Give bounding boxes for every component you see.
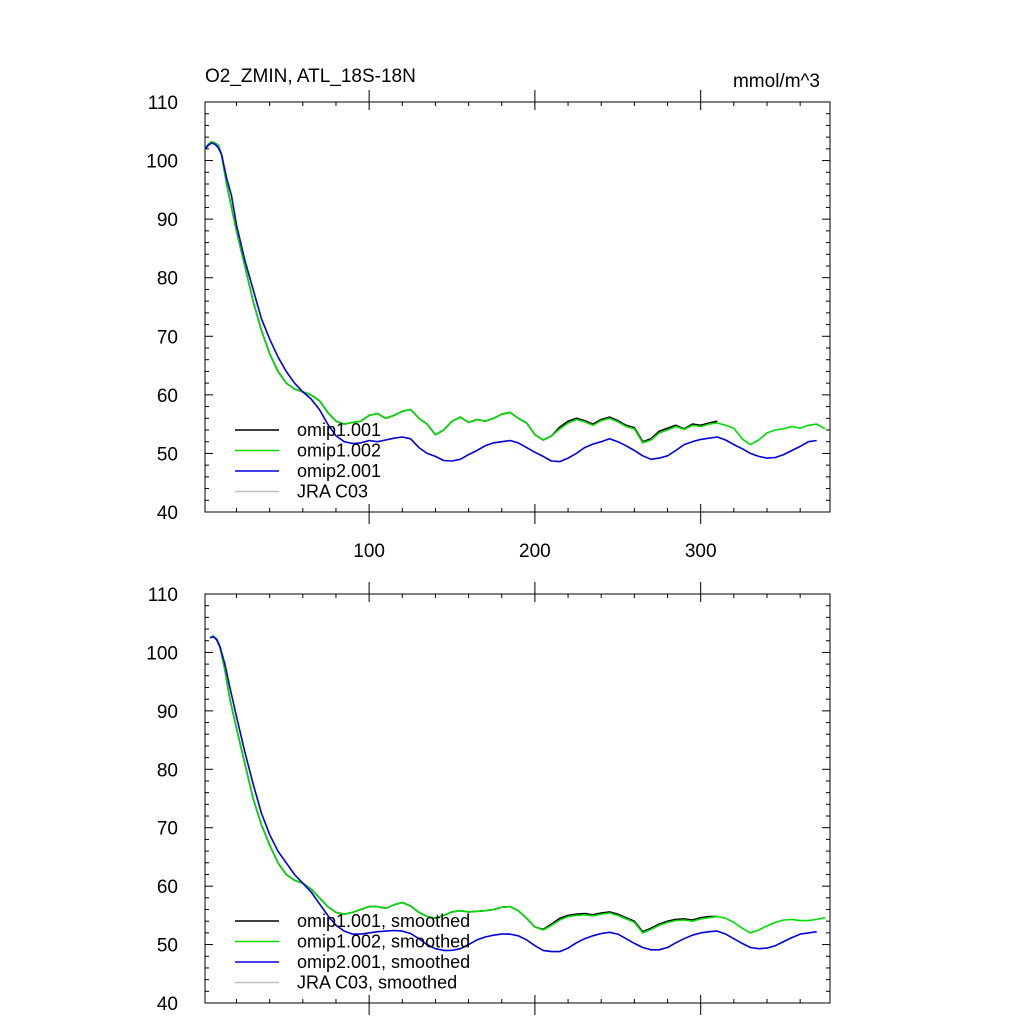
legend-label: omip2.001 — [297, 461, 381, 481]
units-label: mmol/m^3 — [733, 71, 820, 92]
y-tick-label: 100 — [146, 643, 178, 664]
x-tick-label: 100 — [353, 541, 385, 562]
series-line-2 — [204, 141, 826, 446]
plot-frame — [204, 101, 831, 513]
chart-title: O2_ZMIN, ATL_18S-18N — [205, 66, 416, 87]
y-tick-label: 90 — [157, 210, 178, 231]
series-line-1 — [204, 141, 718, 443]
series-line-2 — [209, 635, 826, 934]
y-tick-label: 50 — [157, 444, 178, 465]
series-line-3 — [204, 142, 817, 463]
y-tick-label: 60 — [157, 877, 178, 898]
legend-label: JRA C03 — [297, 482, 368, 502]
y-tick-label: 110 — [148, 93, 178, 114]
y-tick-label: 70 — [157, 327, 178, 348]
y-tick-label: 50 — [157, 936, 178, 957]
y-tick-label: 40 — [157, 503, 178, 524]
y-tick-label: 100 — [146, 152, 178, 173]
legend-label: omip2.001, smoothed — [297, 952, 470, 972]
series-line-1 — [209, 635, 718, 933]
y-tick-label: 70 — [157, 819, 178, 840]
y-tick-label: 80 — [157, 760, 178, 781]
legend-label: omip1.002 — [297, 441, 381, 461]
plot-frame — [204, 593, 831, 1004]
x-tick-label: 200 — [519, 541, 551, 562]
legend-label: omip1.002, smoothed — [297, 932, 470, 952]
legend-label: omip1.001 — [297, 420, 381, 440]
legend-label: JRA C03, smoothed — [297, 973, 457, 993]
series-line-3 — [209, 635, 817, 953]
y-tick-label: 60 — [157, 386, 178, 407]
x-tick-label: 300 — [685, 541, 717, 562]
legend-label: omip1.001, smoothed — [297, 911, 470, 931]
y-tick-label: 40 — [157, 994, 178, 1015]
y-tick-label: 110 — [148, 585, 178, 606]
y-tick-label: 90 — [157, 702, 178, 723]
y-tick-label: 80 — [157, 269, 178, 290]
